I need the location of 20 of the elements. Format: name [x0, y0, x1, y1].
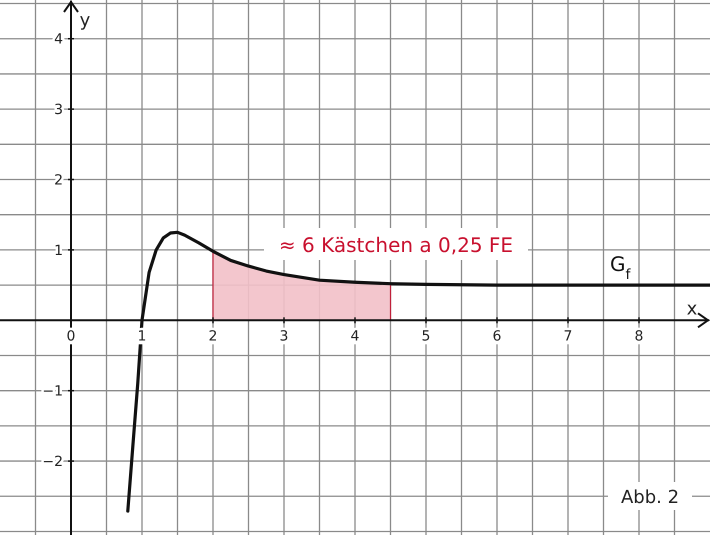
y-tick-label: −1: [42, 384, 63, 400]
y-tick-label: 4: [54, 32, 64, 48]
x-tick-label: 8: [634, 328, 644, 344]
y-axis-title: y: [80, 10, 91, 31]
x-tick-label: 4: [350, 328, 360, 344]
x-tick-label: 2: [208, 328, 218, 344]
x-tick-label: 6: [492, 328, 502, 344]
x-tick-label: 5: [422, 328, 430, 344]
annotation: ≈ 6 Kästchen a 0,25 FE: [278, 233, 514, 257]
x-tick-label: 3: [280, 328, 288, 344]
y-tick-label: 2: [54, 172, 63, 189]
series-label: G$_{f}$: [610, 252, 632, 284]
x-tick-label: 0: [66, 328, 76, 344]
y-tick-label: 1: [54, 242, 63, 259]
x-tick-label: 1: [138, 328, 146, 344]
y-tick-label: 3: [54, 102, 63, 118]
y-tick-label: −2: [42, 454, 63, 470]
annotation: Abb. 2: [620, 487, 680, 508]
x-axis-title: x: [686, 298, 698, 320]
x-tick-label: 7: [564, 328, 572, 344]
